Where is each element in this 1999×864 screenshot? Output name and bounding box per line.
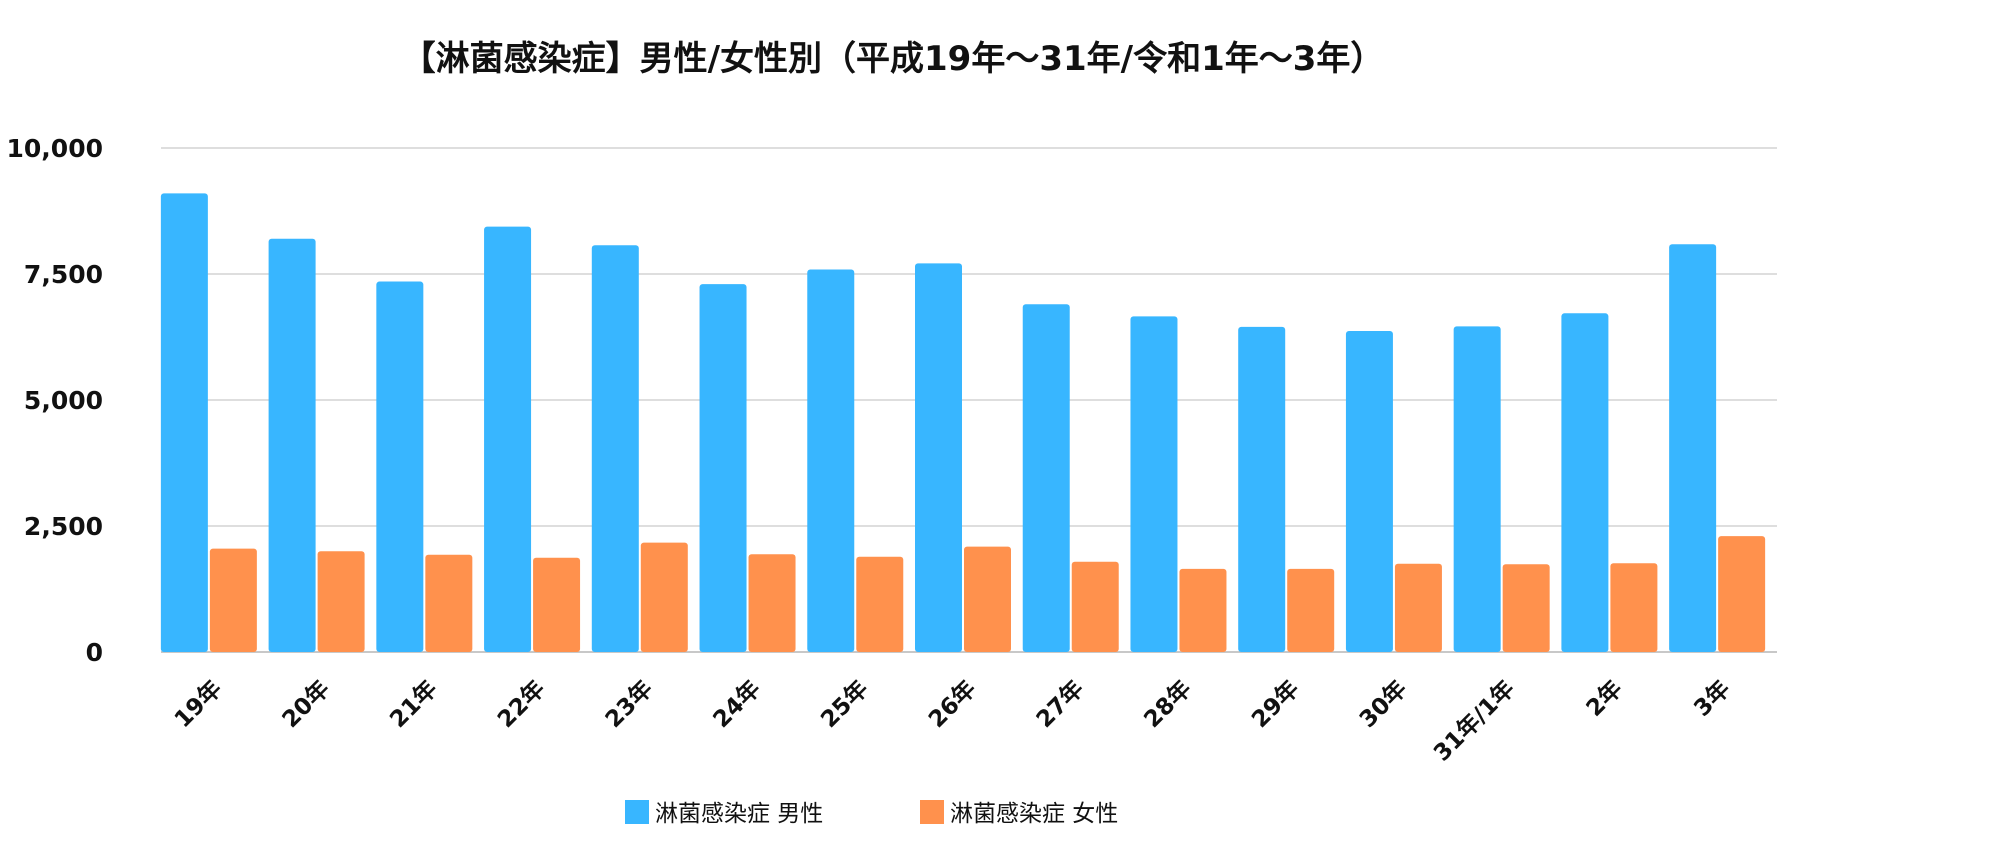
bar-male-8 (915, 263, 962, 652)
bar-female-12 (1394, 563, 1442, 652)
x-tick-label: 3年 (1689, 675, 1736, 722)
x-axis: 19年 20年 21年 22年 23年 24年 25年 26年 27年 28年 29年 30年 31年/… (169, 675, 1735, 767)
bar-female-6 (748, 554, 796, 652)
x-tick-label: 28年 (1139, 675, 1197, 733)
chart-title: 【淋菌感染症】男性/女性別（平成19年～31年/令和1年～3年） (402, 39, 1385, 79)
x-tick-label: 31年/1年 (1428, 675, 1520, 767)
bar-female-1 (209, 548, 257, 652)
x-tick-label: 26年 (923, 675, 981, 733)
y-tick-label: 7,500 (24, 260, 103, 289)
bar-female-7 (856, 556, 904, 652)
x-tick-label: 30年 (1354, 675, 1412, 733)
bar-male-11 (1238, 326, 1286, 652)
bar-male-5 (591, 245, 639, 652)
bar-male-10 (1130, 316, 1178, 652)
bar-female-11 (1287, 568, 1335, 652)
bar-female-13 (1502, 564, 1550, 652)
legend-label-male: 淋菌感染症 男性 (655, 801, 823, 827)
y-tick-label: 2,500 (24, 512, 103, 541)
bar-male-12 (1345, 330, 1393, 652)
bar-female-4 (533, 557, 581, 652)
bar-male-1 (160, 193, 208, 653)
bar-male-13 (1453, 326, 1501, 652)
legend: 淋菌感染症 男性 淋菌感染症 女性 (625, 800, 1118, 827)
bar-female-5 (640, 542, 688, 652)
x-tick-label: 24年 (708, 675, 766, 733)
bar-male-7 (807, 269, 855, 652)
legend-swatch-male (625, 800, 649, 824)
bar-female-8 (964, 546, 1011, 652)
bar-female-2 (317, 551, 365, 652)
x-tick-label: 20年 (277, 675, 335, 733)
bar-female-3 (425, 554, 473, 652)
bar-female-14 (1610, 563, 1658, 652)
legend-swatch-female (920, 800, 944, 824)
y-axis: 0 2,500 5,000 7,500 10,000 (7, 134, 103, 667)
y-tick-label: 5,000 (24, 386, 103, 415)
x-tick-label: 27年 (1031, 675, 1089, 733)
y-tick-label: 10,000 (7, 134, 103, 163)
x-tick-label: 23年 (600, 675, 658, 733)
bar-female-9 (1071, 561, 1119, 652)
x-tick-label: 25年 (816, 675, 874, 733)
x-tick-label: 22年 (492, 675, 550, 733)
bar-male-9 (1022, 304, 1070, 652)
legend-label-female: 淋菌感染症 女性 (950, 801, 1118, 827)
x-tick-label: 29年 (1246, 675, 1304, 733)
bar-male-15 (1669, 244, 1717, 653)
bar-male-4 (484, 226, 532, 652)
bar-male-6 (699, 284, 747, 652)
bar-female-10 (1179, 568, 1227, 652)
bar-male-14 (1561, 313, 1609, 652)
x-tick-label: 2年 (1581, 675, 1628, 722)
x-tick-label: 21年 (385, 675, 443, 733)
bar-female-15 (1718, 536, 1766, 652)
bar-male-3 (376, 281, 424, 652)
x-tick-label: 19年 (169, 675, 227, 733)
bar-male-2 (268, 238, 316, 652)
y-tick-label: 0 (86, 638, 103, 667)
bars (160, 193, 1766, 653)
